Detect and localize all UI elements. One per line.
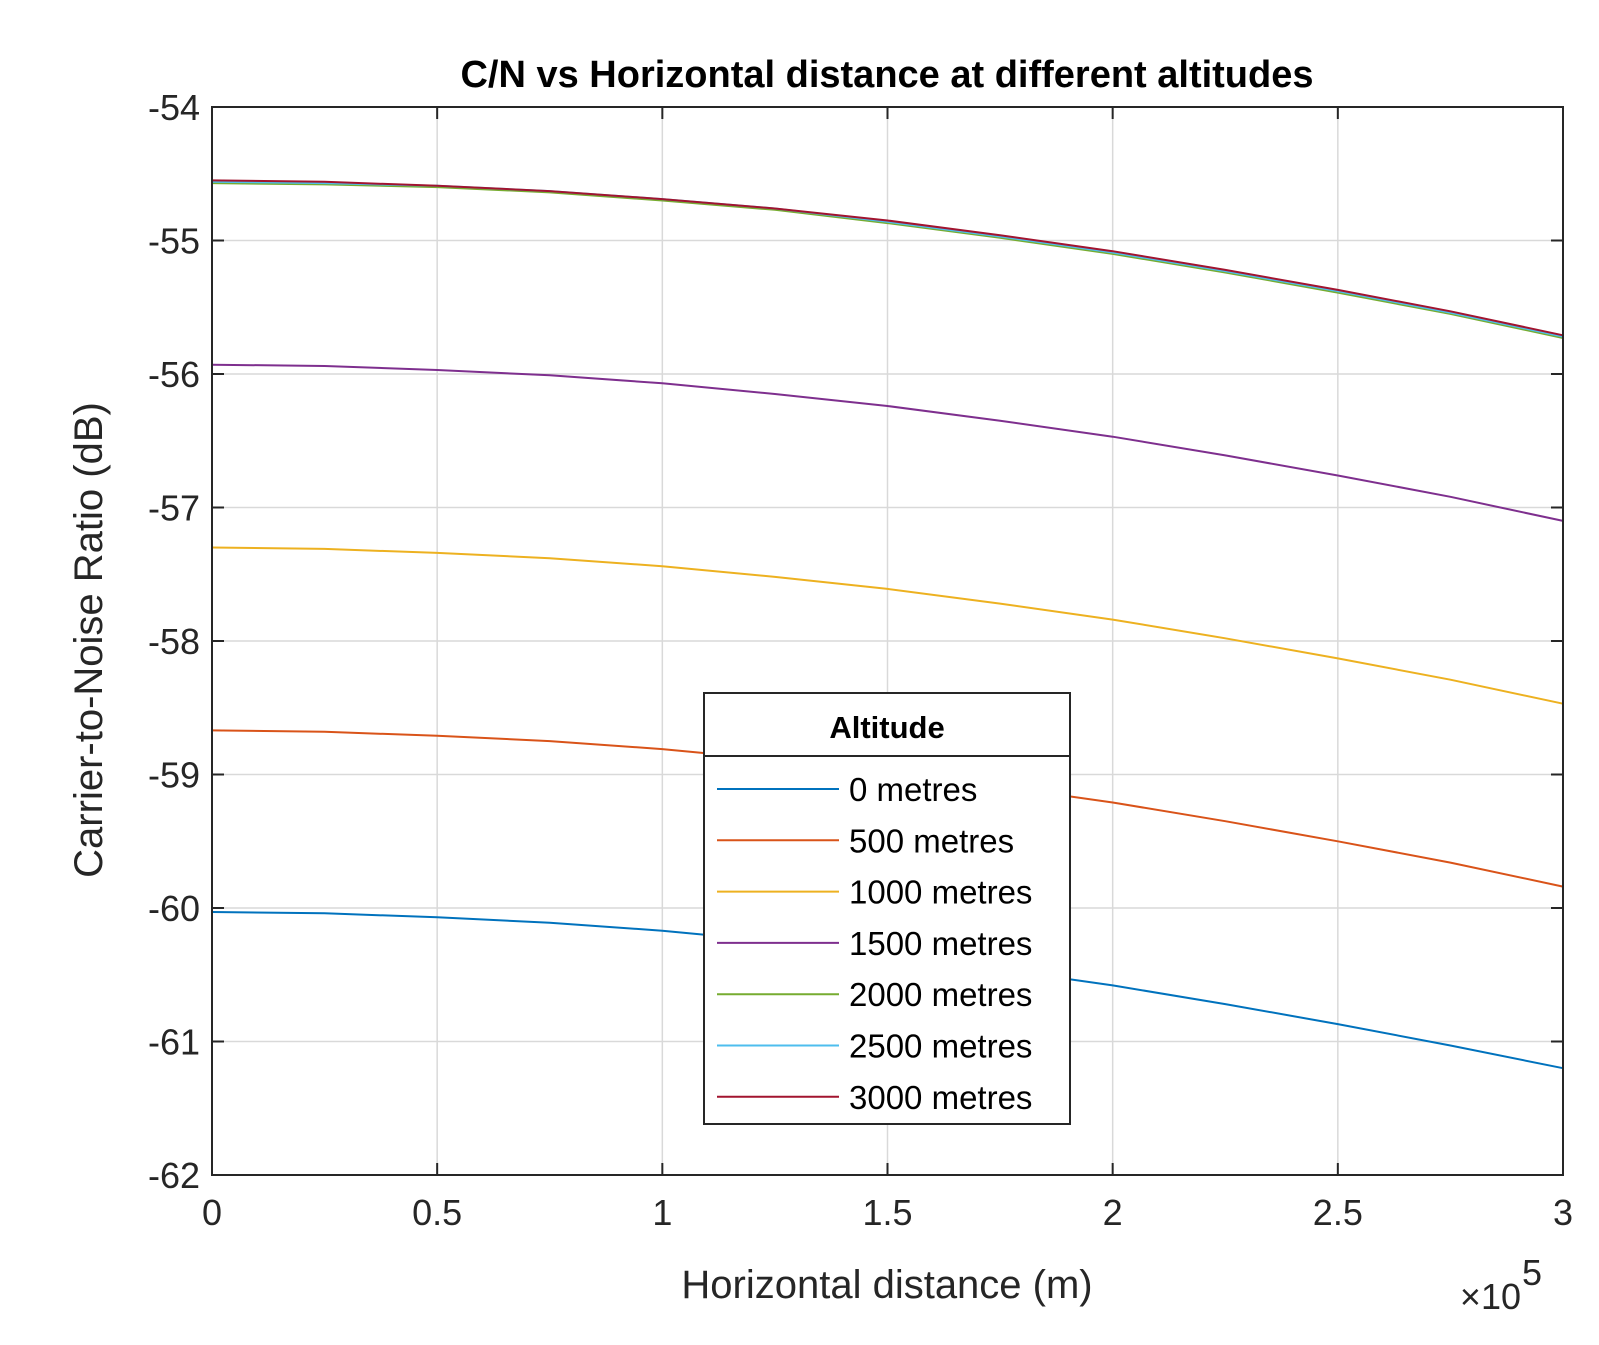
y-tick-label: -55 [148, 221, 200, 262]
legend-label: 2000 metres [849, 976, 1032, 1013]
y-tick-label: -61 [148, 1022, 200, 1063]
y-tick-label: -59 [148, 755, 200, 796]
series-lines [211, 179, 1564, 1070]
legend: Altitude 0 metres 500 metres 1000 metres 15… [703, 692, 1071, 1125]
legend-title: Altitude [829, 710, 944, 745]
x-tick-label: 2 [1103, 1192, 1123, 1233]
x-tick-labels: 0 0.5 1 1.5 2 2.5 3 [202, 1192, 1573, 1233]
legend-label: 3000 metres [849, 1079, 1032, 1116]
legend-label: 1000 metres [849, 874, 1032, 911]
chart-title: C/N vs Horizontal distance at different … [460, 54, 1313, 96]
legend-label: 500 metres [849, 822, 1014, 859]
y-tick-label: -62 [148, 1155, 200, 1196]
y-tick-label: -56 [148, 354, 200, 395]
series-line-3 [211, 363, 1564, 522]
x-tick-label: 2.5 [1313, 1192, 1363, 1233]
y-tick-label: -60 [148, 888, 200, 929]
series-line-6 [211, 179, 1564, 337]
x-tick-label: 3 [1553, 1192, 1573, 1233]
y-tick-label: -58 [148, 621, 200, 662]
tick-marks [211, 106, 1564, 1176]
x-tick-label: 0 [202, 1192, 222, 1233]
series-line-4 [211, 182, 1564, 339]
x-axis-exponent: 5 [1522, 1252, 1542, 1293]
series-line-2 [211, 546, 1564, 705]
legend-label: 2500 metres [849, 1028, 1032, 1065]
legend-entries: 0 metres 500 metres 1000 metres 1500 metres… [717, 771, 1032, 1116]
x-axis-multiplier: ×10 [1460, 1276, 1521, 1317]
x-tick-label: 1 [652, 1192, 672, 1233]
y-axis-label: Carrier-to-Noise Ratio (dB) [67, 402, 111, 878]
legend-label: 1500 metres [849, 925, 1032, 962]
y-tick-label: -57 [148, 488, 200, 529]
x-tick-label: 0.5 [412, 1192, 462, 1233]
y-tick-label: -54 [148, 87, 200, 128]
legend-box [703, 692, 1071, 1125]
y-tick-labels: -54 -55 -56 -57 -58 -59 -60 -61 -62 [148, 87, 200, 1196]
legend-label: 0 metres [849, 771, 977, 808]
x-axis-label: Horizontal distance (m) [681, 1263, 1092, 1307]
x-tick-label: 1.5 [862, 1192, 912, 1233]
